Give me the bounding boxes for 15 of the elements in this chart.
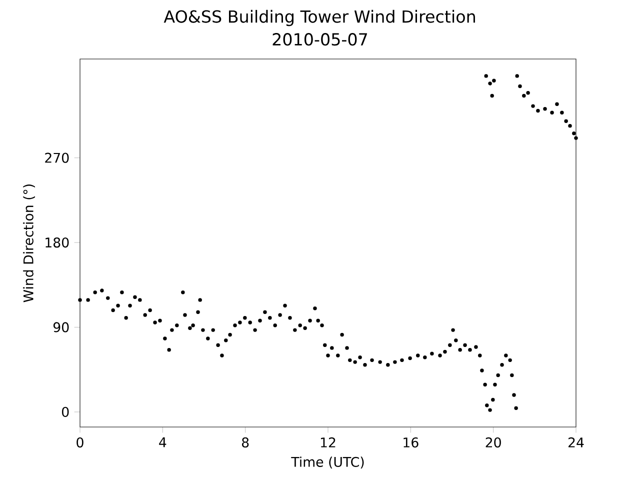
- x-tick-label: 0: [76, 437, 84, 448]
- y-tick-label: 0: [62, 406, 69, 417]
- x-tick-label: 24: [568, 437, 584, 448]
- y-tick-label: 90: [53, 322, 69, 332]
- chart-subtitle: 2010-05-07: [272, 33, 367, 46]
- chart-title: AO&SS Building Tower Wind Direction: [164, 10, 475, 26]
- x-tick-label: 4: [159, 437, 166, 448]
- x-tick-label: 20: [486, 437, 501, 448]
- x-tick-label: 12: [320, 437, 336, 448]
- y-tick-label: 180: [46, 237, 69, 248]
- y-tick-label: 270: [45, 152, 69, 163]
- x-tick-label: 8: [242, 437, 249, 448]
- x-axis-title: Time (UTC): [291, 456, 364, 469]
- x-tick-label: 16: [404, 437, 418, 448]
- y-axis-title: Wind Direction (°): [23, 184, 35, 302]
